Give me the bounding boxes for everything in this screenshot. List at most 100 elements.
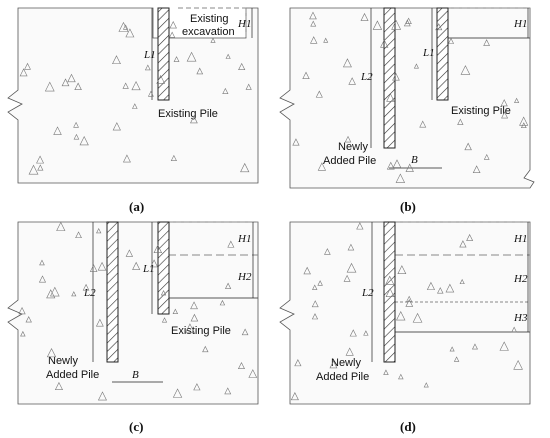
aggregate-mark <box>311 313 319 320</box>
dim-label-h1-c: H1 <box>237 233 251 245</box>
aggregate-mark <box>349 329 357 337</box>
dim-label-l2-c: L2 <box>83 287 96 299</box>
soil-body-b <box>279 7 535 189</box>
aggregate-mark <box>224 282 232 289</box>
aggregate-mark <box>356 222 364 230</box>
aggregate-mark <box>173 56 180 62</box>
aggregate-mark <box>372 20 383 30</box>
aggregate-mark <box>185 323 195 334</box>
aggregate-mark <box>160 289 167 296</box>
dim-label-l1-c: L1 <box>142 263 155 275</box>
aggregate-mark <box>74 82 82 91</box>
aggregate-mark <box>190 301 198 310</box>
aggregate-mark <box>292 138 300 146</box>
aggregate-mark <box>20 330 26 337</box>
new-pile-label-1-b: Newly <box>338 141 368 153</box>
aggregate-mark <box>513 359 523 370</box>
aggregate-mark <box>227 240 235 248</box>
new-pile-b <box>383 7 396 149</box>
aggregate-mark <box>224 387 232 395</box>
caption-c: (c) <box>129 419 143 434</box>
dim-label-b-c: B <box>132 369 139 381</box>
aggregate-mark <box>396 310 406 321</box>
aggregate-mark <box>156 74 166 84</box>
aggregate-mark <box>153 244 163 254</box>
aggregate-mark <box>405 163 414 172</box>
aggregate-mark <box>56 221 66 231</box>
aggregate-mark <box>147 90 154 97</box>
aggregate-mark <box>317 280 323 286</box>
aggregate-mark <box>75 231 82 239</box>
panel-a: L1 H1 Existing excavation Existing Pile … <box>7 7 259 214</box>
dim-label-h1-b: H1 <box>513 18 527 30</box>
dim-label-h2-c: H2 <box>237 271 252 283</box>
aggregate-mark <box>19 68 28 77</box>
aggregate-mark <box>395 173 406 183</box>
aggregate-mark <box>342 58 352 68</box>
aggregate-mark <box>302 71 310 79</box>
existing-pile-label-c: Existing Pile <box>171 325 231 337</box>
new-pile-label-2-c: Added Pile <box>46 369 99 381</box>
aggregate-mark <box>323 37 329 43</box>
aggregate-mark <box>225 53 231 59</box>
aggregate-mark <box>397 265 407 274</box>
aggregate-mark <box>150 259 159 268</box>
aggregate-mark <box>169 20 177 29</box>
aggregate-mark <box>219 299 226 306</box>
aggregate-mark <box>222 87 229 94</box>
aggregate-mark <box>360 12 369 21</box>
aggregate-mark <box>329 360 338 369</box>
aggregate-mark <box>125 28 135 38</box>
aggregate-mark <box>483 154 490 160</box>
excavation-label-1-a: Existing <box>190 13 229 25</box>
aggregate-mark <box>25 316 32 323</box>
aggregate-mark <box>423 382 429 388</box>
aggregate-mark <box>448 37 455 44</box>
aggregate-mark <box>96 227 102 234</box>
aggregate-mark <box>449 346 455 352</box>
aggregate-mark <box>169 31 176 38</box>
aggregate-mark <box>385 288 395 297</box>
dim-label-h2-d: H2 <box>513 273 528 285</box>
aggregate-mark <box>347 243 355 251</box>
aggregate-mark <box>499 341 509 351</box>
aggregate-mark <box>112 122 121 131</box>
aggregate-mark <box>67 73 76 83</box>
aggregate-mark <box>118 21 129 32</box>
aggregate-mark <box>202 345 209 353</box>
aggregate-mark <box>161 317 168 323</box>
panel-b: L2 L1 H1 B Existing Pile Newly Added Pil… <box>279 7 535 214</box>
aggregate-mark <box>44 81 55 92</box>
aggregate-mark <box>39 259 45 266</box>
aggregate-mark <box>190 313 199 322</box>
aggregate-mark <box>132 103 138 109</box>
aggregate-mark <box>346 262 357 273</box>
aggregate-mark <box>28 164 39 175</box>
new-pile-c <box>106 221 119 363</box>
aggregate-mark <box>385 275 395 285</box>
aggregate-mark <box>210 37 216 43</box>
aggregate-mark <box>348 77 356 85</box>
aggregate-mark <box>79 135 89 146</box>
aggregate-mark <box>122 154 131 163</box>
aggregate-mark <box>193 383 201 391</box>
aggregate-mark <box>89 264 98 272</box>
aggregate-mark <box>294 359 302 367</box>
panel-d: L2 H1 H2 H3 Newly Added Pile (d) <box>279 221 531 434</box>
aggregate-mark <box>245 83 252 90</box>
aggregate-mark <box>309 11 317 20</box>
aggregate-mark <box>383 369 389 375</box>
aggregate-mark <box>344 135 352 143</box>
aggregate-mark <box>419 120 427 128</box>
existing-pile-label-b: Existing Pile <box>451 105 511 117</box>
aggregate-mark <box>132 261 141 270</box>
aggregate-mark <box>406 295 413 302</box>
new-pile-label-1-d: Newly <box>331 357 361 369</box>
dim-label-b-b: B <box>411 154 418 166</box>
soil-body-c <box>7 221 259 405</box>
aggregate-mark <box>460 65 471 75</box>
existing-pile-label-a: Existing Pile <box>158 108 218 120</box>
aggregate-mark <box>303 266 311 275</box>
caption-d: (d) <box>400 419 416 434</box>
